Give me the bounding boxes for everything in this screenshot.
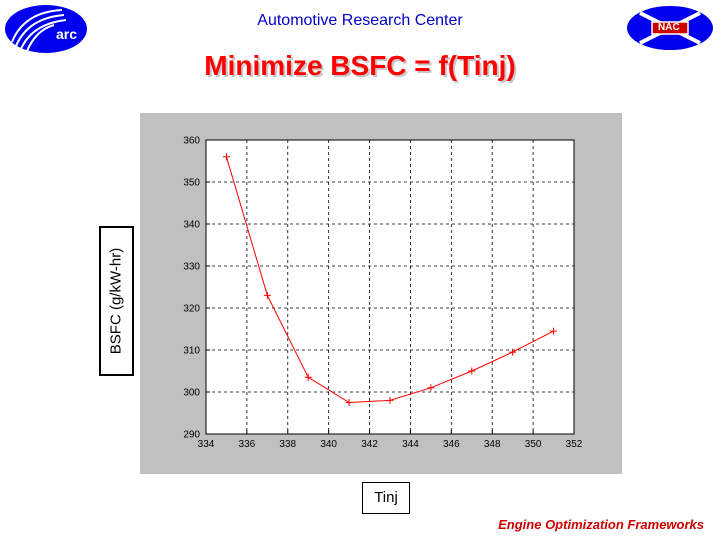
x-tick-label: 338	[279, 439, 296, 450]
x-tick-label: 342	[361, 439, 378, 450]
y-tick-label: 320	[183, 304, 200, 315]
data-point-marker	[509, 348, 517, 356]
x-tick-label: 344	[402, 439, 419, 450]
y-axis-label-box: BSFC (g/kW-hr)	[99, 226, 134, 376]
x-axis-label: Tinj	[362, 482, 410, 514]
arc-logo-text: arc	[56, 26, 78, 42]
data-point-marker	[427, 384, 435, 392]
y-axis-label: BSFC (g/kW-hr)	[107, 247, 125, 355]
data-point-marker	[304, 373, 312, 381]
bsfc-line-chart: 334 336 338 340 342 344 346 348 350 352 290 300 310 3…	[183, 136, 583, 451]
y-tick-label: 340	[183, 220, 200, 231]
y-tick-label: 350	[183, 178, 200, 189]
data-point-marker	[550, 327, 558, 335]
footer-text: Engine Optimization Frameworks	[498, 517, 704, 532]
nac-logo-text: NAC	[658, 22, 680, 33]
slide-title: Minimize BSFC = f(Tinj)	[204, 50, 516, 81]
data-point-marker	[386, 396, 394, 404]
data-point-marker	[222, 153, 230, 161]
data-point-marker	[263, 291, 271, 299]
y-tick-label: 310	[183, 346, 200, 357]
x-tick-label: 336	[239, 439, 256, 450]
arc-logo-icon: arc	[4, 4, 88, 54]
plot-panel: 334 336 338 340 342 344 346 348 350 352 290 300 310 3…	[140, 113, 622, 474]
y-tick-label: 290	[183, 430, 200, 441]
data-point-marker	[468, 367, 476, 375]
x-tick-label: 334	[198, 439, 215, 450]
x-tick-label: 348	[484, 439, 501, 450]
y-tick-label: 300	[183, 388, 200, 399]
y-tick-label: 330	[183, 262, 200, 273]
x-tick-label: 340	[320, 439, 337, 450]
org-title: Automotive Research Center	[257, 12, 463, 29]
x-tick-label: 352	[566, 439, 583, 450]
x-tick-label: 350	[525, 439, 542, 450]
x-tick-label: 346	[443, 439, 460, 450]
y-tick-label: 360	[183, 136, 200, 147]
data-point-marker	[345, 399, 353, 406]
nac-logo-icon: NAC	[626, 5, 714, 51]
plot-area	[205, 139, 575, 435]
